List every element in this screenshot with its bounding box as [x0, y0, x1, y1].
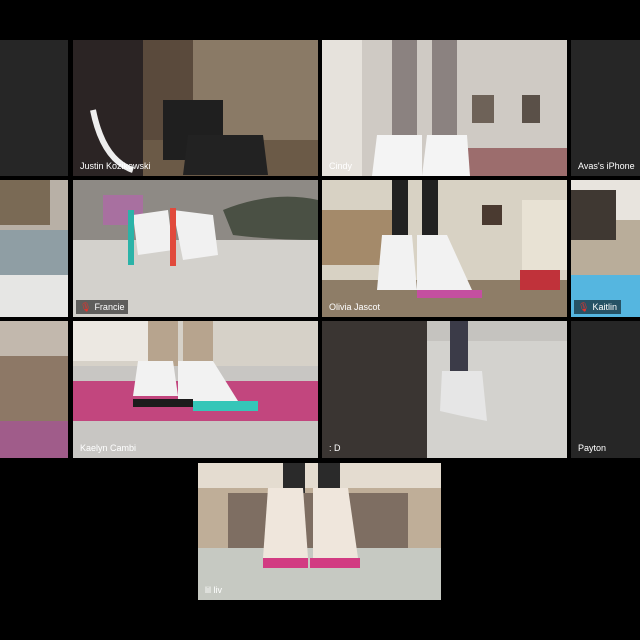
video-tile-francie[interactable]: 🎙 Francie — [73, 180, 318, 317]
microphone-muted-icon: 🎙 — [80, 302, 92, 312]
participant-name-label: Avas's iPhone — [578, 161, 635, 171]
video-tile-left-edge-row2[interactable] — [0, 180, 68, 317]
participant-name-label: 🎙 Kaitlin — [574, 300, 621, 314]
video-tile-left-edge-row3[interactable] — [0, 321, 68, 458]
participant-name-label: : D — [329, 443, 341, 453]
video-feed — [322, 321, 567, 458]
microphone-muted-icon: 🎙 — [578, 302, 590, 312]
video-feed — [73, 40, 318, 176]
video-feed — [73, 321, 318, 458]
video-tile-olivia-jascot[interactable]: Olivia Jascot — [322, 180, 567, 317]
video-feed — [0, 180, 68, 317]
participant-name-label: Cindy — [329, 161, 353, 171]
video-feed — [322, 180, 567, 317]
video-tile-kaelyn-cambi[interactable]: Kaelyn Cambi — [73, 321, 318, 458]
participant-name-label: lil liv — [205, 585, 222, 595]
video-feed — [73, 180, 318, 317]
video-feed — [571, 180, 640, 317]
video-tile-cindy[interactable]: Cindy — [322, 40, 567, 176]
video-tile-avas-iphone[interactable]: Avas's iPhone — [571, 40, 640, 176]
video-tile-d[interactable]: : D — [322, 321, 567, 458]
video-tile-left-edge-row1[interactable] — [0, 40, 68, 176]
video-feed — [322, 40, 567, 176]
participant-name-label: Payton — [578, 443, 607, 453]
video-feed — [198, 463, 441, 600]
video-tile-payton[interactable]: Payton — [571, 321, 640, 458]
participant-name-label: 🎙 Francie — [76, 300, 129, 314]
participant-name-label: Justin Kozikowski — [80, 161, 151, 171]
video-feed — [0, 321, 68, 458]
video-tile-justin[interactable]: Justin Kozikowski — [73, 40, 318, 176]
participant-name-label: Kaelyn Cambi — [80, 443, 137, 453]
video-tile-kaitlin[interactable]: 🎙 Kaitlin — [571, 180, 640, 317]
video-tile-lil-liv[interactable]: lil liv — [198, 463, 441, 600]
participant-name-label: Olivia Jascot — [329, 302, 381, 312]
